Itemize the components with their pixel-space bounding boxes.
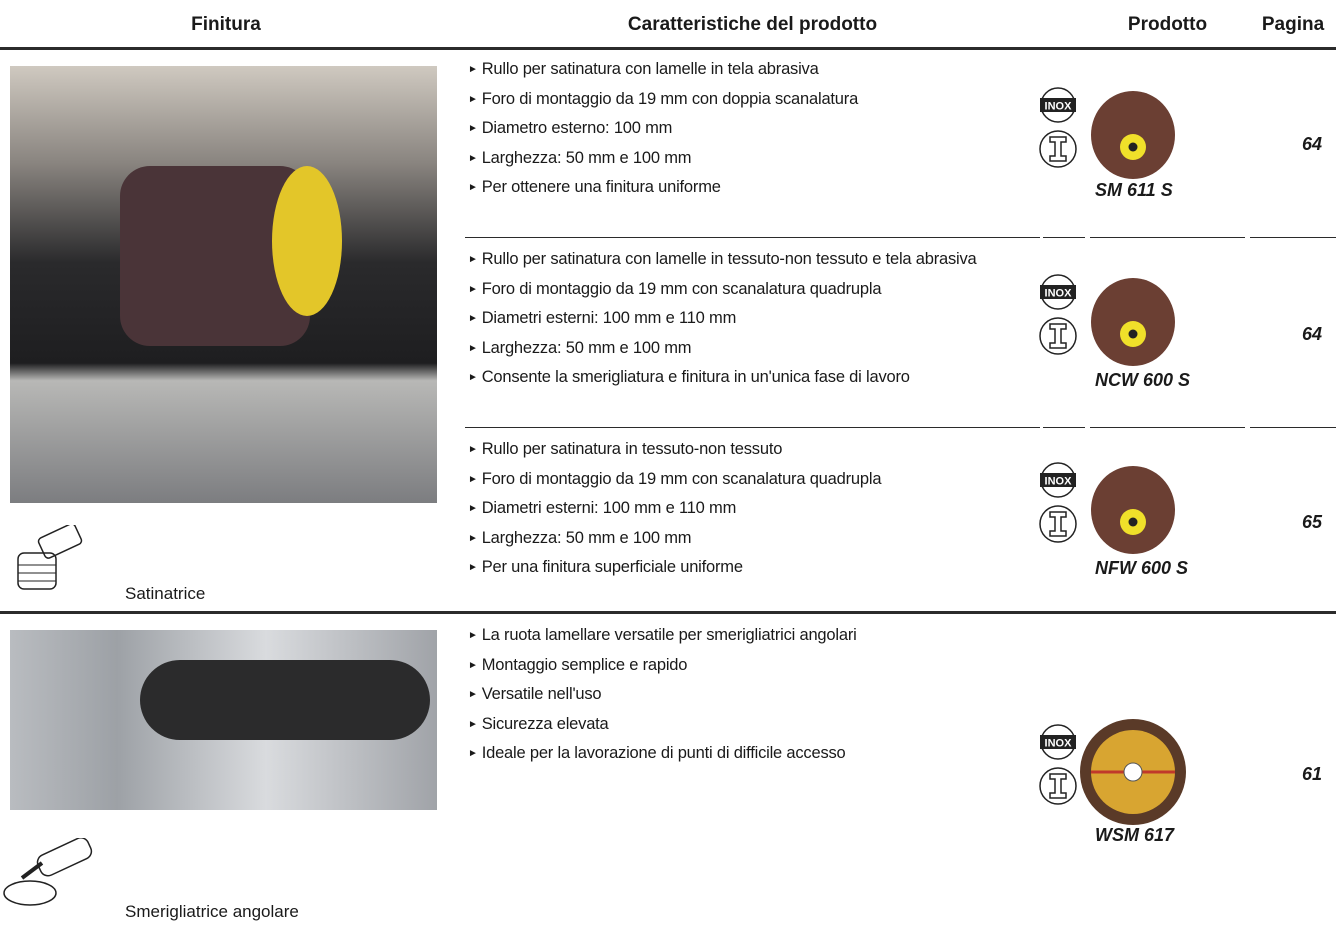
feature: Ideale per la lavorazione di punti di di…: [468, 740, 1013, 770]
feature: Larghezza: 50 mm e 100 mm: [468, 145, 1013, 175]
tool-label: Satinatrice: [125, 584, 206, 603]
feature: Rullo per satinatura in tessuto-non tess…: [468, 436, 1013, 466]
feature: La ruota lamellare versatile per smerigl…: [468, 622, 1013, 652]
steel-ring: [1039, 130, 1077, 168]
group-rule: [0, 611, 1336, 614]
product-image: [1091, 466, 1175, 554]
material-icons: INOX: [1039, 462, 1077, 543]
row-rule: [1090, 237, 1245, 238]
steel-ring: [1039, 505, 1077, 543]
header-cell: Finitura: [191, 14, 261, 35]
feature: Larghezza: 50 mm e 100 mm: [468, 335, 1013, 365]
feature: Foro di montaggio da 19 mm con scanalatu…: [468, 466, 1013, 496]
inox-label: INOX: [1045, 476, 1073, 488]
feature-list: Rullo per satinatura con lamelle in tess…: [468, 246, 1013, 394]
row-rule: [465, 427, 1040, 428]
header-cell: Pagina: [1261, 14, 1325, 35]
feature: Sicurezza elevata: [468, 711, 1013, 741]
product-name: WSM 617: [1095, 825, 1175, 845]
page-number: 65: [1301, 512, 1322, 532]
inox-band: [1040, 285, 1076, 299]
inox-label: INOX: [1045, 288, 1073, 300]
steel-glyph: [1049, 136, 1067, 162]
feature: Rullo per satinatura con lamelle in tess…: [468, 246, 1013, 276]
feature: Versatile nell'uso: [468, 681, 1013, 711]
feature: Diametri esterni: 100 mm e 110 mm: [468, 495, 1013, 525]
product-image: [1091, 278, 1175, 366]
feature-list: La ruota lamellare versatile per smerigl…: [468, 622, 1013, 770]
product-name: NFW 600 S: [1095, 558, 1189, 578]
row-rule: [1043, 427, 1085, 428]
material-icons: INOX: [1039, 274, 1077, 355]
material-icons: INOX: [1039, 87, 1077, 168]
material-icons: INOX: [1039, 724, 1077, 805]
header-cell: Prodotto: [1127, 14, 1208, 35]
feature: Rullo per satinatura con lamelle in tela…: [468, 56, 1013, 86]
feature: Per ottenere una finitura uniforme: [468, 174, 1013, 204]
product-image: [1080, 719, 1186, 825]
feature: Consente la smerigliatura e finitura in …: [468, 364, 1013, 394]
inox-band: [1040, 473, 1076, 487]
photo: [10, 66, 437, 503]
header-rule: [0, 47, 1336, 50]
product-name: NCW 600 S: [1095, 370, 1191, 390]
row-rule: [1250, 237, 1336, 238]
page-number: 64: [1301, 324, 1322, 344]
photo-hub: [272, 166, 342, 316]
page-number: 61: [1301, 764, 1322, 784]
steel-ring: [1039, 317, 1077, 355]
inox-label: INOX: [1045, 738, 1073, 750]
product-name: SM 611 S: [1095, 180, 1173, 200]
inox-band: [1040, 98, 1076, 112]
feature: Montaggio semplice e rapido: [468, 652, 1013, 682]
steel-glyph: [1049, 511, 1067, 537]
inox-label: INOX: [1045, 101, 1073, 113]
tool-icon: [17, 525, 83, 590]
row-rule: [1090, 427, 1245, 428]
row-rule: [465, 237, 1040, 238]
page-number: 64: [1301, 134, 1322, 154]
tool-label: Smerigliatrice angolare: [125, 902, 299, 921]
feature: Diametri esterni: 100 mm e 110 mm: [468, 305, 1013, 335]
feature: Larghezza: 50 mm e 100 mm: [468, 525, 1013, 555]
inox-band: [1040, 735, 1076, 749]
product-image: [1091, 91, 1175, 179]
feature: Foro di montaggio da 19 mm con scanalatu…: [468, 276, 1013, 306]
tool-icon: [3, 838, 93, 906]
header-cell: Caratteristiche del prodotto: [627, 14, 878, 35]
feature-list: Rullo per satinatura in tessuto-non tess…: [468, 436, 1013, 584]
steel-glyph: [1049, 773, 1067, 799]
photo-disc: [140, 660, 430, 740]
steel-glyph: [1049, 323, 1067, 349]
row-rule: [1043, 237, 1085, 238]
feature: Diametro esterno: 100 mm: [468, 115, 1013, 145]
steel-ring: [1039, 767, 1077, 805]
photo: [10, 630, 437, 810]
row-rule: [1250, 427, 1336, 428]
feature: Foro di montaggio da 19 mm con doppia sc…: [468, 86, 1013, 116]
feature-list: Rullo per satinatura con lamelle in tela…: [468, 56, 1013, 204]
feature: Per una finitura superficiale uniforme: [468, 554, 1013, 584]
